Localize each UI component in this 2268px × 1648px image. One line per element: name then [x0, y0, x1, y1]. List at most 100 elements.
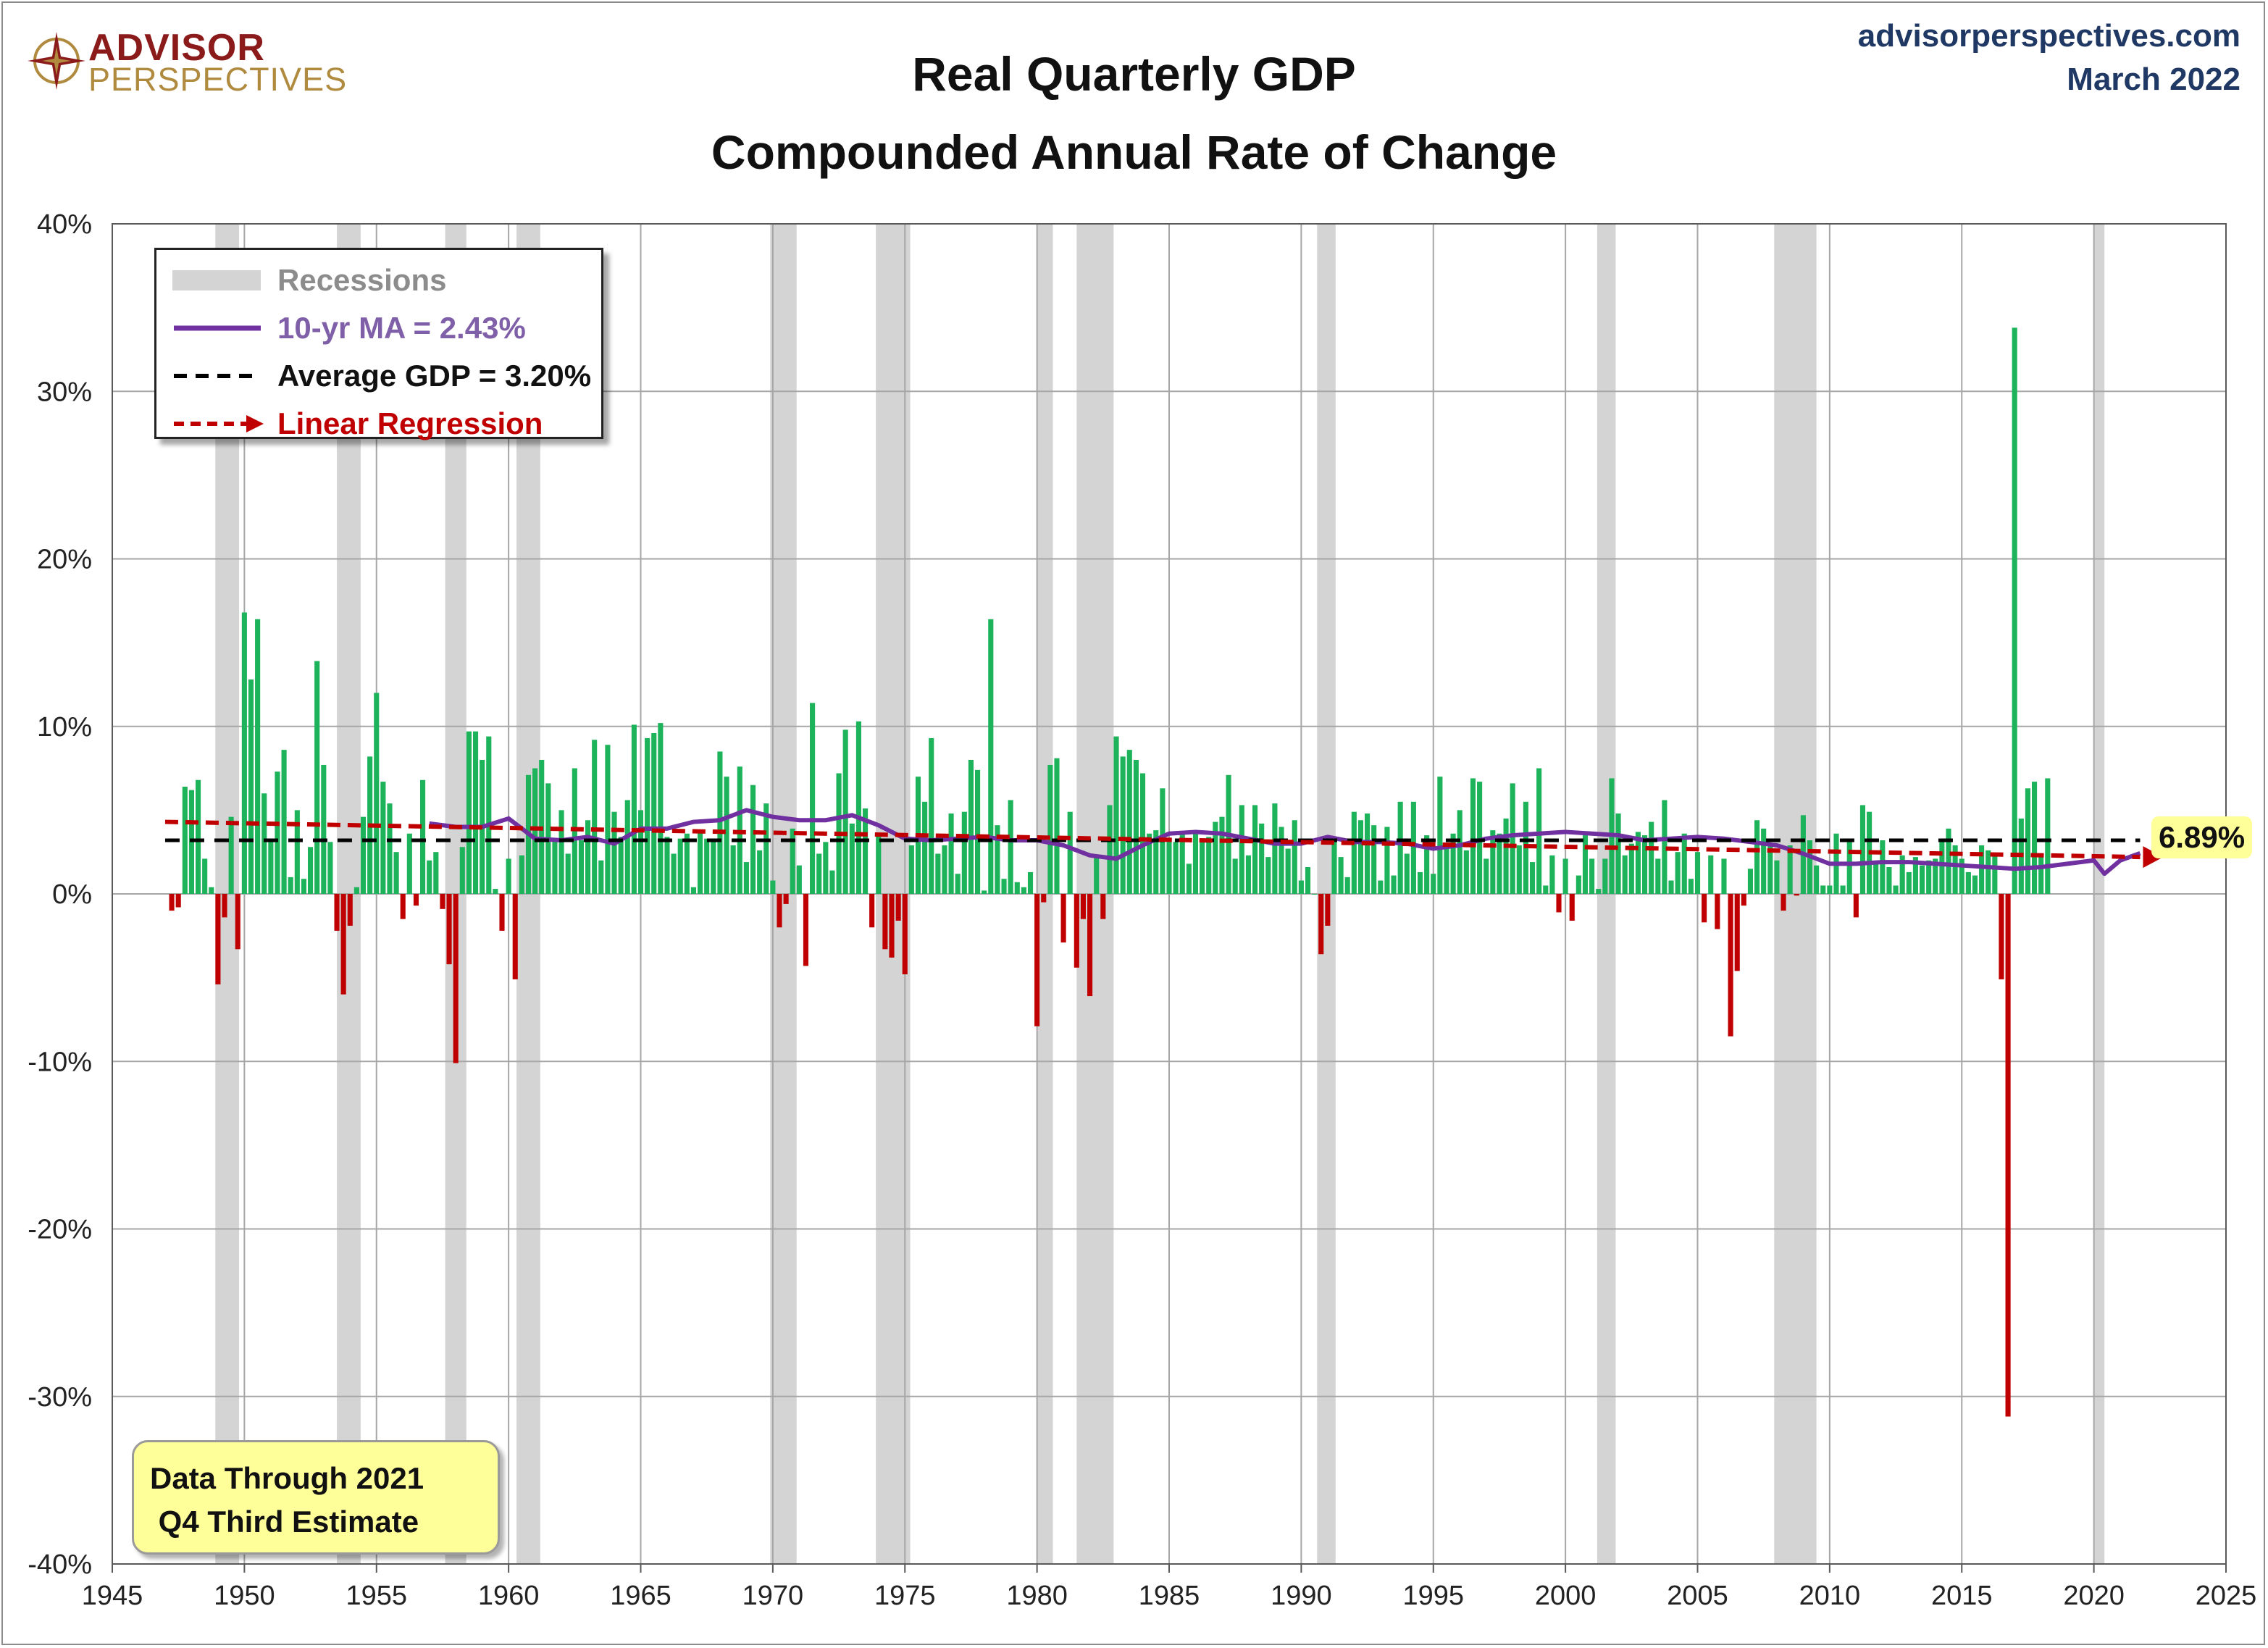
x-tick-label: 1965: [610, 1581, 671, 1611]
gdp-bar-positive: [730, 845, 736, 894]
gdp-bar-positive: [876, 833, 882, 894]
gdp-bar-positive: [1021, 887, 1026, 894]
gdp-bar-positive: [637, 810, 644, 894]
gdp-bar-positive: [684, 833, 690, 894]
gdp-bar-positive: [1503, 818, 1509, 894]
gdp-bar-positive: [1213, 821, 1218, 894]
gdp-bar-positive: [1285, 848, 1291, 894]
gdp-bar-positive: [294, 810, 300, 894]
gdp-bar-positive: [1635, 832, 1641, 894]
gdp-bar-positive: [974, 769, 981, 894]
gdp-bar-negative: [1041, 894, 1047, 903]
gdp-bar-positive: [1946, 828, 1951, 894]
gdp-bar-positive: [1668, 880, 1674, 894]
gdp-bar-positive: [288, 877, 293, 894]
gdp-bar-positive: [1846, 840, 1852, 894]
gdp-bar-positive: [578, 840, 584, 894]
gdp-bar-positive: [202, 858, 208, 894]
gdp-bar-positive: [1206, 837, 1212, 894]
gdp-bar-positive: [1391, 875, 1397, 894]
source-site: advisorperspectives.com: [1857, 18, 2240, 54]
gdp-bar-positive: [1536, 768, 1542, 894]
gdp-bar-positive: [743, 862, 749, 894]
gdp-bar-positive: [1437, 777, 1443, 894]
x-tick-label: 1950: [214, 1581, 275, 1611]
gdp-bar-positive: [472, 731, 479, 894]
gdp-bar-negative: [895, 894, 901, 921]
gdp-bar-positive: [698, 832, 703, 894]
gdp-bar-positive: [690, 887, 697, 894]
gdp-bar-positive: [1153, 830, 1159, 894]
x-tick-label: 1995: [1402, 1581, 1464, 1611]
gdp-bar-positive: [1602, 858, 1608, 894]
gdp-bar-positive: [862, 808, 869, 894]
gdp-bar-positive: [1410, 801, 1416, 894]
gdp-bar-negative: [175, 894, 181, 908]
gdp-bar-positive: [1596, 889, 1602, 894]
gdp-bar-negative: [347, 894, 353, 926]
x-tick-label: 1960: [478, 1581, 540, 1611]
gdp-bar-positive: [532, 768, 538, 894]
gdp-bar-positive: [1331, 842, 1337, 894]
legend-item-average: Average GDP = 3.20%: [172, 354, 600, 398]
x-tick-label: 1970: [742, 1581, 804, 1611]
gdp-bar-positive: [1615, 813, 1621, 894]
y-tick-label: -30%: [28, 1382, 92, 1413]
gdp-bar-positive: [1959, 858, 1964, 894]
gdp-bar-positive: [1490, 830, 1496, 894]
gdp-bar-positive: [1173, 842, 1179, 894]
gdp-bar-positive: [651, 733, 657, 894]
gdp-bar-positive: [433, 852, 439, 894]
gdp-bar-positive: [1543, 885, 1549, 894]
regression-arrowhead: [2143, 846, 2164, 869]
gdp-bar-positive: [1279, 827, 1284, 894]
gdp-bar-positive: [1166, 838, 1172, 894]
x-tick-label: 1990: [1271, 1581, 1332, 1611]
gdp-bar-negative: [1100, 894, 1106, 919]
gdp-bar-positive: [314, 661, 320, 894]
gdp-bar-positive: [842, 729, 848, 894]
gdp-bar-positive: [1357, 820, 1364, 894]
gdp-bar-positive: [1232, 858, 1238, 894]
chart-title: Real Quarterly GDP Compounded Annual Rat…: [0, 35, 2268, 191]
gdp-bar-positive: [757, 850, 763, 894]
axes: 1945 1950 1955 1960 1965 1970 1975 1980 1985 1990…: [28, 209, 2256, 1611]
gdp-bar-positive: [1933, 858, 1938, 894]
gdp-bar-positive: [1470, 778, 1476, 894]
gdp-bar-positive: [275, 771, 280, 894]
y-tick-label: 0%: [52, 879, 92, 910]
gdp-bar-positive: [1589, 858, 1595, 894]
gdp-bar-positive: [711, 840, 716, 894]
gdp-bar-positive: [1774, 860, 1780, 894]
gdp-bar-negative: [1999, 894, 2004, 979]
x-tick-label: 2015: [1931, 1581, 1993, 1611]
legend-label-ma: 10-yr MA = 2.43%: [277, 311, 526, 345]
gdp-bar-positive: [552, 838, 558, 894]
gdp-bar-negative: [1556, 894, 1562, 913]
gdp-bar-negative: [1728, 894, 1733, 1037]
gdp-bar-positive: [1926, 860, 1932, 894]
gdp-bar-positive: [1662, 800, 1667, 894]
gdp-bar-positive: [1351, 811, 1357, 894]
overlay-lines: [164, 808, 2164, 877]
gdp-bar-positive: [968, 760, 974, 894]
gdp-bar-positive: [1397, 801, 1403, 894]
gdp-bar-negative: [1074, 894, 1079, 968]
advisor-perspectives-logo: ADVISOR PERSPECTIVES: [26, 19, 346, 99]
gdp-bar-positive: [393, 852, 399, 894]
gdp-bar-positive: [1126, 750, 1132, 894]
gdp-bar-positive: [1094, 857, 1100, 894]
legend-item-ma: 10-yr MA = 2.43%: [172, 306, 600, 350]
gdp-bar-positive: [2012, 327, 2017, 894]
y-tick-label: 20%: [37, 545, 92, 575]
logo-wordmark-bottom: PERSPECTIVES: [88, 61, 348, 98]
gdp-bar-positive: [1344, 877, 1350, 894]
legend-swatch-recessions: [172, 270, 261, 290]
gdp-bar-positive: [2025, 788, 2030, 894]
gdp-bar-positive: [704, 838, 710, 894]
gdp-bar-positive: [770, 880, 776, 894]
gdp-bar-positive: [1365, 813, 1371, 894]
gdp-bar-positive: [982, 890, 987, 894]
gdp-bar-negative: [1034, 894, 1040, 1026]
